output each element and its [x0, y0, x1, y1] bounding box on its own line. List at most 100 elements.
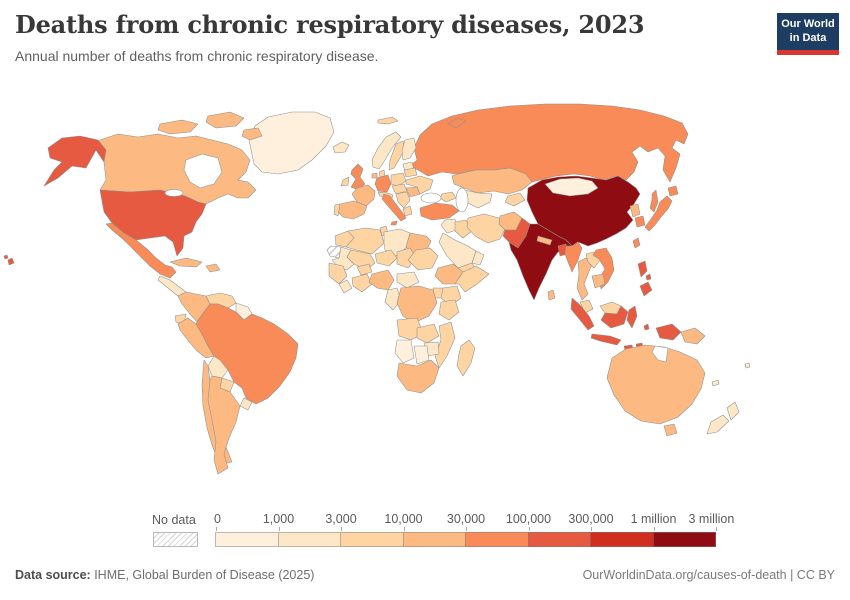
- country-caucasus[interactable]: [439, 191, 457, 203]
- legend-bin-swatch[interactable]: [465, 532, 529, 547]
- country-turkey[interactable]: [419, 202, 460, 221]
- country-somalia[interactable]: [454, 265, 490, 293]
- legend-bin-swatch[interactable]: [340, 532, 404, 547]
- country-saudi-arabia[interactable]: [438, 232, 477, 269]
- country-balkans[interactable]: [395, 191, 411, 209]
- country-central-african-republic[interactable]: [396, 271, 420, 289]
- country-alaska[interactable]: [43, 135, 107, 187]
- country-poland[interactable]: [390, 172, 407, 187]
- country-mongolia[interactable]: [544, 177, 599, 197]
- country-greece[interactable]: [402, 205, 413, 217]
- country-romania[interactable]: [405, 186, 421, 198]
- country-oman[interactable]: [471, 250, 485, 266]
- country-indonesia-java[interactable]: [590, 333, 622, 346]
- country-indonesia-papua[interactable]: [655, 323, 682, 341]
- country-south-africa[interactable]: [396, 359, 440, 394]
- owid-logo[interactable]: Our World in Data: [777, 13, 839, 55]
- country-indonesia-sumatra[interactable]: [570, 297, 595, 331]
- country-sri-lanka[interactable]: [547, 289, 556, 301]
- country-brazil[interactable]: [195, 303, 299, 405]
- country-ireland[interactable]: [340, 176, 350, 187]
- country-japan[interactable]: [644, 195, 673, 232]
- country-united-kingdom[interactable]: [350, 163, 366, 191]
- country-taiwan[interactable]: [632, 237, 641, 249]
- country-botswana[interactable]: [413, 345, 430, 365]
- world-choropleth-map[interactable]: [0, 90, 850, 510]
- country-vietnam[interactable]: [592, 247, 615, 290]
- country-papua-new-guinea[interactable]: [680, 327, 706, 345]
- country-north-korea[interactable]: [629, 203, 641, 218]
- country-norway[interactable]: [371, 131, 402, 170]
- country-sicily[interactable]: [390, 220, 398, 226]
- country-cambodia[interactable]: [591, 273, 606, 289]
- country-kenya[interactable]: [440, 285, 462, 307]
- country-mexico[interactable]: [105, 222, 177, 279]
- country-hispaniola[interactable]: [205, 263, 221, 273]
- country-syria-jordan[interactable]: [440, 218, 458, 234]
- country-sierra-leone-liberia[interactable]: [338, 279, 353, 294]
- country-sudan[interactable]: [407, 247, 439, 271]
- country-finland[interactable]: [401, 137, 417, 161]
- country-ukraine[interactable]: [405, 175, 434, 195]
- country-nepal[interactable]: [536, 235, 553, 246]
- country-canada-arctic[interactable]: [205, 111, 245, 129]
- legend-bin-swatch[interactable]: [652, 532, 716, 547]
- country-philippines[interactable]: [637, 260, 648, 278]
- country-niger[interactable]: [374, 249, 398, 267]
- country-south-korea[interactable]: [634, 215, 646, 228]
- country-australia[interactable]: [606, 344, 706, 425]
- country-canada-arctic[interactable]: [241, 127, 263, 141]
- owid-credit-link[interactable]: OurWorldinData.org/causes-of-death | CC …: [582, 568, 835, 582]
- country-ivory-coast-ghana[interactable]: [351, 273, 373, 293]
- country-nigeria[interactable]: [368, 269, 395, 291]
- country-sakhalin[interactable]: [649, 189, 659, 213]
- country-portugal[interactable]: [333, 203, 341, 217]
- country-myanmar[interactable]: [564, 241, 583, 273]
- legend-colorbar[interactable]: [215, 532, 716, 547]
- country-iran[interactable]: [466, 213, 507, 244]
- country-dr-congo[interactable]: [396, 285, 438, 324]
- country-japan-hokkaido[interactable]: [667, 185, 679, 197]
- country-svalbard[interactable]: [377, 116, 399, 125]
- country-zambia[interactable]: [416, 323, 440, 344]
- country-tasmania[interactable]: [663, 423, 678, 437]
- legend-no-data-swatch[interactable]: [153, 532, 198, 547]
- country-novaya-zemlya[interactable]: [447, 117, 467, 129]
- country-hawaii[interactable]: [7, 257, 15, 266]
- country-madagascar[interactable]: [456, 339, 476, 377]
- country-belarus[interactable]: [403, 167, 418, 178]
- country-russia[interactable]: [409, 103, 689, 183]
- country-uruguay[interactable]: [239, 397, 253, 411]
- country-new-caledonia[interactable]: [711, 379, 720, 387]
- country-indonesia-moluccas[interactable]: [643, 323, 650, 331]
- country-thailand[interactable]: [576, 257, 593, 301]
- country-kyrgyzstan-tajikistan[interactable]: [504, 192, 526, 207]
- country-new-zealand[interactable]: [706, 414, 730, 435]
- country-germany[interactable]: [374, 174, 392, 193]
- country-western-sahara[interactable]: [326, 245, 342, 259]
- country-italy[interactable]: [381, 193, 407, 222]
- country-tanzania[interactable]: [438, 299, 460, 321]
- country-indonesia-borneo[interactable]: [600, 305, 629, 329]
- legend-bin-swatch[interactable]: [590, 532, 654, 547]
- country-philippines[interactable]: [639, 281, 653, 297]
- country-usa[interactable]: [99, 189, 207, 257]
- country-iceland[interactable]: [332, 141, 350, 154]
- legend-bin-swatch[interactable]: [215, 532, 279, 547]
- country-greenland[interactable]: [248, 111, 335, 175]
- country-hawaii[interactable]: [3, 254, 9, 260]
- country-argentina[interactable]: [207, 375, 241, 475]
- legend-bin-swatch[interactable]: [402, 532, 466, 547]
- country-senegal-guinea[interactable]: [328, 262, 348, 285]
- country-cuba[interactable]: [169, 257, 203, 268]
- country-namibia[interactable]: [394, 339, 415, 364]
- country-new-zealand[interactable]: [726, 401, 740, 421]
- country-burkina-faso[interactable]: [356, 263, 373, 276]
- country-cameroon-gabon[interactable]: [384, 287, 402, 311]
- country-algeria[interactable]: [345, 227, 385, 255]
- country-netherlands[interactable]: [371, 172, 378, 179]
- country-sweden[interactable]: [388, 140, 406, 171]
- legend-bin-swatch[interactable]: [277, 532, 341, 547]
- legend-bin-swatch[interactable]: [527, 532, 591, 547]
- country-kazakhstan[interactable]: [451, 167, 533, 195]
